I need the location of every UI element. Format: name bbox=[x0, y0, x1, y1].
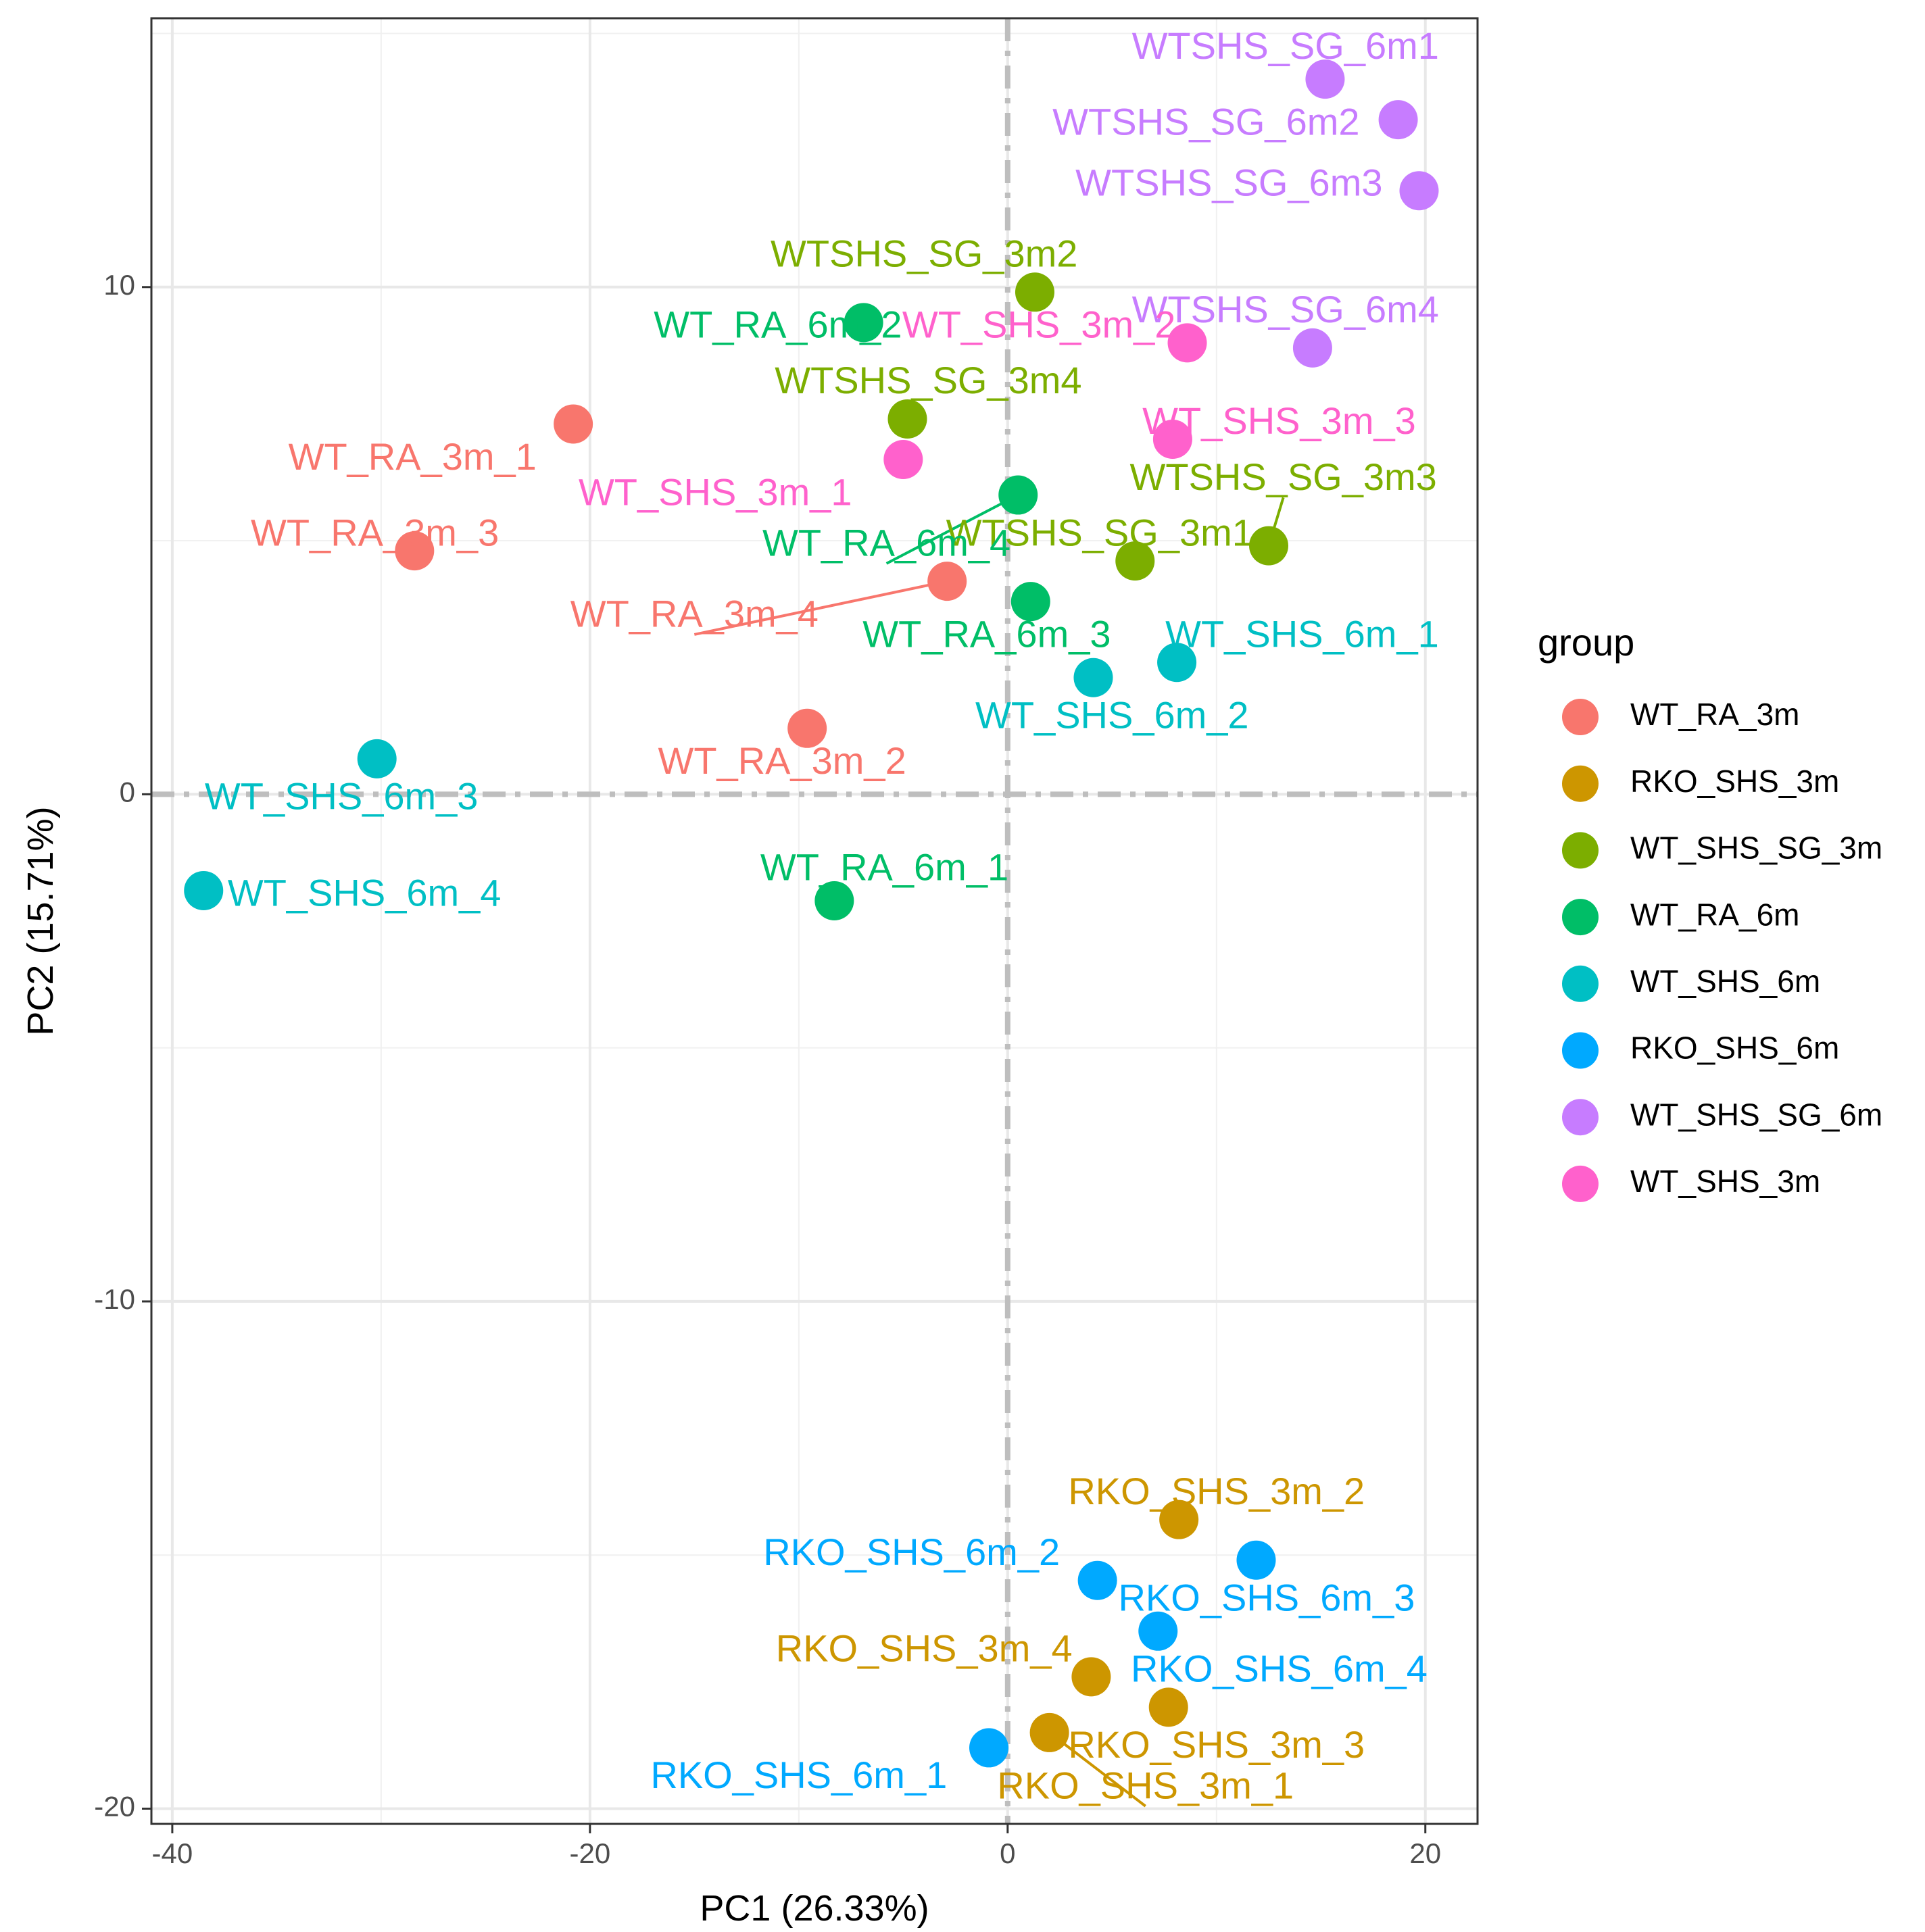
legend: group WT_RA_3m RKO_SHS_3m WT_SHS_SG_3m WT_R… bbox=[1538, 621, 1882, 1202]
data-point bbox=[1077, 1560, 1117, 1600]
point-labels: WT_RA_3m_1 WT_RA_3m_2 WT_RA_3m_3 WT_RA_3m_4… bbox=[205, 24, 1439, 1806]
legend-label: WT_RA_6m bbox=[1630, 897, 1799, 932]
legend-key bbox=[1562, 899, 1599, 936]
point-label: RKO_SHS_3m_1 bbox=[997, 1764, 1294, 1806]
legend-title: group bbox=[1538, 621, 1634, 664]
data-point bbox=[927, 562, 967, 601]
point-label: RKO_SHS_3m_4 bbox=[776, 1627, 1073, 1670]
data-point bbox=[1071, 1657, 1111, 1697]
point-label: WT_SHS_6m_2 bbox=[975, 694, 1249, 737]
point-label: WT_SHS_6m_4 bbox=[228, 871, 502, 914]
point-label: WT_RA_3m_3 bbox=[251, 511, 499, 553]
point-label: WT_RA_3m_4 bbox=[570, 592, 819, 635]
legend-key bbox=[1562, 832, 1599, 869]
point-label: RKO_SHS_6m_3 bbox=[1118, 1577, 1415, 1619]
data-point bbox=[1073, 658, 1113, 697]
data-point bbox=[554, 404, 593, 444]
legend-label: WT_RA_3m bbox=[1630, 697, 1799, 732]
data-point bbox=[357, 739, 397, 778]
label-connector bbox=[1048, 1731, 1146, 1808]
data-point bbox=[1010, 582, 1050, 622]
legend-label: RKO_SHS_3m bbox=[1630, 764, 1839, 799]
data-point bbox=[1399, 171, 1439, 211]
point-label: WTSHS_SG_3m4 bbox=[775, 359, 1081, 401]
point-label: WTSHS_SG_6m1 bbox=[1132, 24, 1439, 67]
point-label: WT_SHS_6m_3 bbox=[205, 775, 479, 818]
point-label: WT_RA_3m_1 bbox=[289, 435, 537, 478]
point-label: WTSHS_SG_3m2 bbox=[771, 232, 1077, 275]
plot-border bbox=[150, 17, 1479, 1825]
data-point bbox=[787, 708, 827, 748]
point-label: WT_SHS_3m_2 bbox=[902, 303, 1176, 346]
axes: -40 -20 0 20 -20 -10 0 10 bbox=[94, 269, 1441, 1869]
x-tick-label: -20 bbox=[569, 1837, 610, 1869]
y-axis-title: PC2 (15.71%) bbox=[20, 806, 61, 1035]
point-label: WT_RA_6m_4 bbox=[762, 521, 1010, 564]
data-point bbox=[1148, 1687, 1188, 1727]
label-connector bbox=[693, 580, 948, 636]
y-tick-label: -10 bbox=[94, 1283, 135, 1315]
legend-label: WT_SHS_3m bbox=[1630, 1164, 1820, 1199]
y-tick-label: -20 bbox=[94, 1791, 135, 1823]
point-label: WTSHS_SG_3m1 bbox=[946, 511, 1253, 553]
data-point bbox=[1159, 1500, 1199, 1539]
data-point bbox=[887, 399, 927, 439]
legend-key bbox=[1562, 699, 1599, 735]
data-point bbox=[1029, 1712, 1069, 1752]
point-label: WTSHS_SG_6m2 bbox=[1052, 100, 1359, 143]
x-tick-label: 20 bbox=[1409, 1837, 1441, 1869]
point-label: RKO_SHS_6m_2 bbox=[763, 1531, 1060, 1573]
point-label: WTSHS_SG_3m3 bbox=[1129, 455, 1436, 498]
data-point bbox=[1236, 1540, 1276, 1580]
data-point bbox=[1249, 526, 1289, 566]
label-connector bbox=[885, 493, 1019, 565]
data-point bbox=[814, 881, 854, 920]
legend-label: WT_SHS_6m bbox=[1630, 964, 1820, 999]
data-point bbox=[1305, 59, 1345, 99]
data-point bbox=[844, 303, 883, 343]
point-label: WT_RA_6m_3 bbox=[862, 612, 1111, 655]
data-point bbox=[883, 439, 923, 479]
legend-label: WT_SHS_SG_6m bbox=[1630, 1097, 1882, 1132]
legend-key bbox=[1562, 1165, 1599, 1202]
point-label: WT_SHS_3m_3 bbox=[1142, 399, 1416, 442]
point-label: WTSHS_SG_6m3 bbox=[1075, 161, 1382, 203]
legend-key bbox=[1562, 965, 1599, 1002]
data-point bbox=[395, 531, 435, 571]
point-label: WT_SHS_3m_1 bbox=[579, 470, 852, 513]
data-point bbox=[184, 870, 224, 910]
legend-key bbox=[1562, 1099, 1599, 1136]
data-point bbox=[969, 1728, 1008, 1768]
legend-label: WT_SHS_SG_3m bbox=[1630, 831, 1882, 866]
plot-panel bbox=[151, 18, 1478, 1824]
point-label: WT_RA_6m_1 bbox=[760, 846, 1008, 889]
data-point bbox=[1167, 323, 1207, 363]
point-label: WTSHS_SG_6m4 bbox=[1132, 288, 1439, 330]
y-tick-label: 10 bbox=[103, 269, 135, 301]
point-label: RKO_SHS_3m_2 bbox=[1068, 1470, 1365, 1512]
x-tick-label: -40 bbox=[152, 1837, 193, 1869]
data-point bbox=[1292, 328, 1332, 368]
point-label: RKO_SHS_6m_1 bbox=[650, 1754, 947, 1796]
legend-label: RKO_SHS_6m bbox=[1630, 1031, 1839, 1066]
legend-key bbox=[1562, 1032, 1599, 1069]
data-point bbox=[1157, 643, 1197, 683]
legend-key bbox=[1562, 765, 1599, 802]
point-label: WT_SHS_6m_1 bbox=[1165, 612, 1439, 655]
point-label: RKO_SHS_6m_4 bbox=[1131, 1648, 1428, 1690]
data-point bbox=[1115, 541, 1155, 581]
point-label: RKO_SHS_3m_3 bbox=[1068, 1723, 1365, 1766]
x-tick-label: 0 bbox=[1000, 1837, 1015, 1869]
point-label: WT_RA_3m_2 bbox=[658, 739, 906, 782]
data-point bbox=[1138, 1611, 1178, 1651]
x-axis-title: PC1 (26.33%) bbox=[700, 1888, 929, 1929]
point-label: WT_RA_6m_2 bbox=[654, 303, 902, 346]
data-point bbox=[1015, 272, 1054, 312]
y-tick-label: 0 bbox=[120, 776, 135, 808]
data-point bbox=[1152, 419, 1192, 459]
data-point bbox=[1378, 100, 1418, 140]
data-point bbox=[998, 475, 1038, 515]
